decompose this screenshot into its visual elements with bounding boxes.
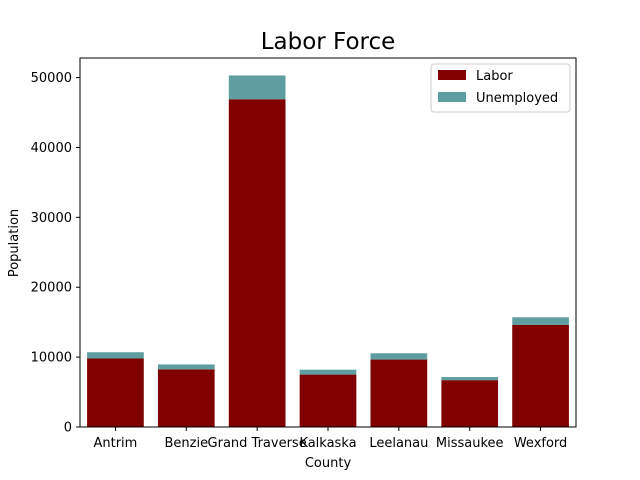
legend-swatch-unemployed xyxy=(438,92,466,102)
bar-labor-benzie xyxy=(157,369,215,427)
x-tick-label: Benzie xyxy=(164,436,208,451)
bar-unemployed-grand-traverse xyxy=(228,75,286,100)
bar-unemployed-missaukee xyxy=(441,377,499,381)
x-tick-label: Leelanau xyxy=(369,436,428,451)
y-tick-label: 0 xyxy=(64,421,72,436)
x-axis-label: County xyxy=(305,456,352,471)
bar-unemployed-leelanau xyxy=(370,353,428,360)
bar-unemployed-wexford xyxy=(512,317,569,325)
bar-labor-antrim xyxy=(87,358,144,427)
bar-labor-grand-traverse xyxy=(228,99,286,427)
y-tick-label: 10000 xyxy=(31,351,72,366)
bar-unemployed-antrim xyxy=(87,352,144,359)
y-tick-label: 50000 xyxy=(31,71,72,86)
bar-labor-leelanau xyxy=(370,359,428,427)
legend-label-unemployed: Unemployed xyxy=(476,91,558,106)
x-tick-label: Missaukee xyxy=(436,436,504,451)
bar-labor-kalkaska xyxy=(299,374,357,427)
legend: Labor Unemployed xyxy=(430,63,571,113)
x-tick-label: Antrim xyxy=(93,436,137,451)
bars-group xyxy=(87,75,569,427)
bar-labor-missaukee xyxy=(441,380,499,427)
x-tick-label: Wexford xyxy=(514,436,567,451)
y-axis: 0 10000 20000 30000 40000 50000 xyxy=(31,71,80,436)
y-axis-label: Population xyxy=(7,209,22,277)
legend-swatch-labor xyxy=(438,70,466,80)
legend-label-labor: Labor xyxy=(476,69,513,84)
bar-unemployed-kalkaska xyxy=(299,369,357,375)
y-tick-label: 20000 xyxy=(31,281,72,296)
x-tick-label: Grand Traverse xyxy=(208,436,307,451)
chart-title: Labor Force xyxy=(261,29,396,55)
y-tick-label: 40000 xyxy=(31,141,72,156)
y-tick-label: 30000 xyxy=(31,211,72,226)
bar-unemployed-benzie xyxy=(157,364,215,370)
bar-labor-wexford xyxy=(512,324,569,427)
plot-frame xyxy=(79,57,577,428)
x-tick-label: Kalkaska xyxy=(299,436,356,451)
